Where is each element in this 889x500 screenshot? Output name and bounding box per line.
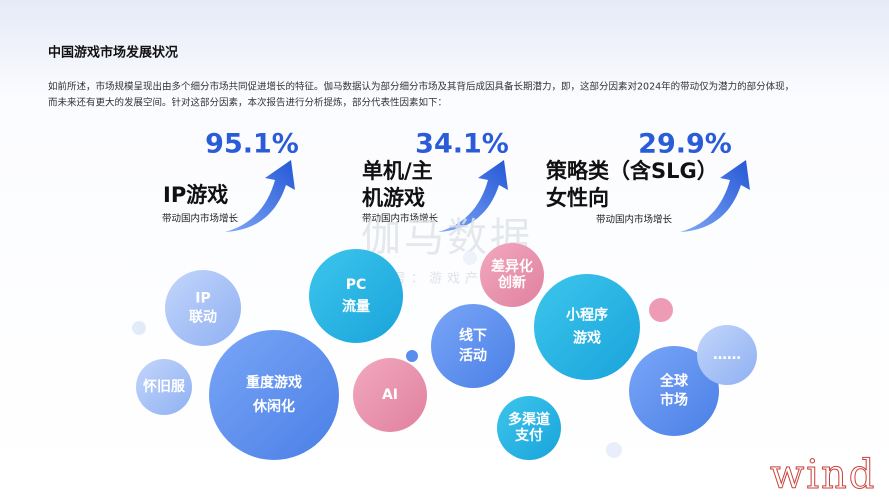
stat-sub: 带动国内市场增长 bbox=[596, 214, 673, 226]
bubble-label: 创新 bbox=[497, 274, 526, 291]
bubble-label: 联动 bbox=[189, 308, 217, 325]
bubble bbox=[697, 325, 757, 385]
dot bbox=[649, 298, 673, 322]
bubble-label: IP bbox=[195, 291, 210, 307]
stat-sub: 带动国内市场增长 bbox=[162, 213, 239, 225]
watermark: wind bbox=[770, 452, 876, 498]
bubble-label: 游戏 bbox=[573, 329, 601, 346]
dot bbox=[606, 442, 622, 458]
bubble bbox=[209, 330, 339, 460]
bubble bbox=[534, 274, 640, 380]
bubble bbox=[431, 304, 515, 388]
bubble-label: 休闲化 bbox=[252, 398, 295, 415]
stat-label: 单机/主 bbox=[362, 159, 433, 183]
growth-arrow bbox=[225, 160, 295, 232]
intro-line: 而未来还有更大的发展空间。针对这部分因素，本次报告进行分析提炼，部分代表性因素如… bbox=[48, 97, 447, 109]
dot bbox=[406, 350, 418, 362]
stat-value: 95.1% bbox=[205, 129, 299, 160]
dot bbox=[132, 321, 146, 335]
bubble-label: 活动 bbox=[459, 347, 487, 364]
growth-arrow bbox=[438, 160, 508, 232]
stat-sub: 带动国内市场增长 bbox=[362, 213, 439, 225]
bubble bbox=[353, 358, 427, 432]
stat-value: 29.9% bbox=[638, 129, 732, 160]
bubble bbox=[165, 270, 241, 346]
bubble-label: 怀旧服 bbox=[143, 378, 186, 395]
bubble-label: 流量 bbox=[342, 298, 370, 315]
bubble bbox=[629, 346, 719, 436]
bubble bbox=[480, 243, 544, 307]
stat-label: IP游戏 bbox=[163, 183, 228, 207]
bubble bbox=[309, 249, 403, 343]
slide-title: 中国游戏市场发展状况 bbox=[48, 45, 178, 61]
stat-label: 策略类（含SLG） bbox=[546, 159, 718, 183]
dot bbox=[463, 251, 477, 265]
intro-line: 如前所述，市场规模呈现出由多个细分市场共同促进增长的特征。伽马数据认为部分细分市… bbox=[48, 81, 794, 93]
bubble-label: 支付 bbox=[514, 427, 543, 444]
bubble-label: AI bbox=[382, 387, 398, 403]
stat-label: 女性向 bbox=[546, 186, 609, 210]
bubble-label: 多渠道 bbox=[508, 411, 550, 428]
bubble-label: …… bbox=[713, 347, 741, 363]
stat-label: 机游戏 bbox=[362, 186, 425, 210]
bubble bbox=[136, 359, 192, 415]
bubble-label: 小程序 bbox=[566, 307, 608, 324]
bubble-label: 重度游戏 bbox=[246, 374, 302, 391]
bubble-label: 市场 bbox=[660, 391, 688, 408]
growth-arrow bbox=[680, 160, 750, 232]
bubble-label: 线下 bbox=[459, 327, 487, 344]
bubble-label: 差异化 bbox=[491, 258, 533, 275]
bubble-label: PC bbox=[346, 277, 367, 293]
bubble bbox=[497, 396, 561, 460]
stat-value: 34.1% bbox=[415, 129, 509, 160]
bubble-label: 全球 bbox=[659, 373, 689, 390]
